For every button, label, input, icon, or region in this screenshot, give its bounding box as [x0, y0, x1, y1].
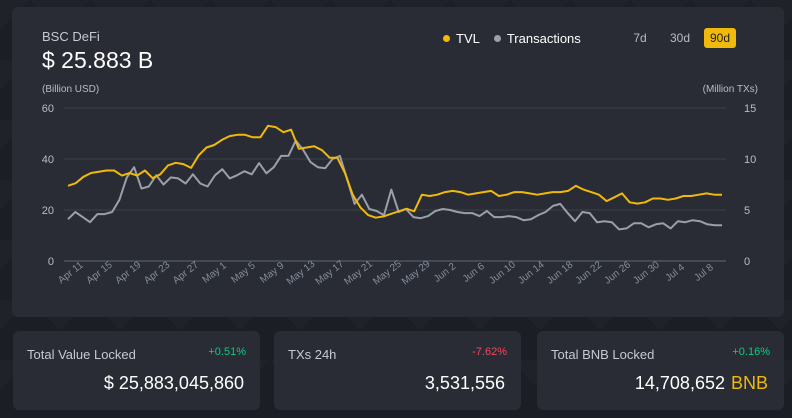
- stat-value-tvl-number: $ 25,883,045,860: [103, 373, 244, 393]
- stat-label-bnb: Total BNB Locked: [551, 347, 655, 362]
- stat-card-tvl: Total Value Locked +0.51% $ 25,883,045,8…: [13, 331, 260, 410]
- tvl-series-line: [67, 124, 722, 219]
- x-tick-label: May 13: [285, 258, 318, 287]
- x-tick-label: Jul 4: [664, 262, 688, 284]
- y-right-tick-label: 15: [744, 103, 756, 115]
- range-7d-button[interactable]: 7d: [633, 31, 647, 45]
- right-axis-unit: (Million TXs): [702, 84, 758, 95]
- x-tick-label: Apr 27: [171, 259, 201, 286]
- tvl-dot-icon: [443, 35, 450, 42]
- x-tick-label: Apr 19: [113, 259, 143, 286]
- stat-card-txs: TXs 24h -7.62% 3,531,556: [274, 331, 521, 410]
- x-tick-label: May 21: [342, 258, 375, 287]
- x-tick-label: Jun 18: [545, 259, 576, 286]
- y-right-tick-label: 0: [744, 256, 750, 268]
- legend-label-transactions: Transactions: [506, 31, 581, 46]
- y-left-tick-label: 20: [42, 205, 54, 217]
- transactions-series-line: [67, 139, 722, 231]
- x-tick-label: May 1: [201, 260, 230, 286]
- x-tick-label: Jun 30: [631, 259, 662, 286]
- x-tick-label: Apr 11: [56, 260, 86, 287]
- x-tick-label: Jun 6: [461, 261, 487, 285]
- x-tick-label: Jun 22: [574, 259, 605, 286]
- stat-value-bnb: 14,708,652 BNB: [635, 373, 768, 394]
- y-right-tick-label: 10: [744, 154, 756, 166]
- stat-value-txs-number: 3,531,556: [424, 373, 505, 393]
- stat-card-bnb: Total BNB Locked +0.16% 14,708,652 BNB: [537, 331, 784, 410]
- x-tick-label: May 29: [400, 258, 433, 287]
- stat-value-tvl: $ 25,883,045,860: [104, 373, 244, 394]
- x-tick-label: Jun 2: [432, 261, 458, 285]
- x-tick-label: May 9: [258, 260, 287, 286]
- range-30d-button[interactable]: 30d: [670, 31, 691, 45]
- chart-legend: TVL Transactions: [443, 31, 595, 46]
- legend-label-tvl: TVL: [456, 31, 480, 46]
- x-tick-label: Jun 14: [516, 259, 547, 286]
- stat-label-tvl: Total Value Locked: [27, 347, 136, 362]
- x-tick-label: May 25: [371, 258, 404, 287]
- y-left-tick-label: 40: [42, 154, 54, 166]
- stat-value-bnb-number: 14,708,652: [634, 373, 725, 393]
- stat-value-txs: 3,531,556: [425, 373, 505, 394]
- card-subtitle: BSC DeFi: [42, 29, 100, 44]
- transactions-dot-icon: [493, 35, 501, 42]
- stat-unit-bnb: BNB: [730, 373, 768, 393]
- defi-chart-card: BSC DeFi $ 25.883 B TVL Transactions 7d …: [12, 7, 784, 317]
- range-90d-button[interactable]: 90d: [704, 28, 736, 48]
- tvl-headline: $ 25.883 B: [42, 47, 154, 73]
- x-tick-label: Apr 23: [142, 259, 172, 286]
- x-tick-label: Jun 26: [603, 259, 634, 286]
- stat-change-txs: -7.62%: [472, 346, 507, 358]
- y-left-tick-label: 0: [48, 256, 54, 268]
- stat-change-tvl: +0.51%: [208, 346, 246, 358]
- x-tick-label: Jun 10: [487, 259, 518, 286]
- x-tick-label: Jul 8: [692, 262, 716, 284]
- x-tick-label: May 17: [314, 258, 347, 287]
- legend-item-tvl: TVL: [443, 31, 480, 46]
- y-right-tick-label: 5: [744, 205, 750, 217]
- left-axis-unit: (Billion USD): [42, 84, 100, 95]
- legend-item-transactions: Transactions: [493, 31, 581, 46]
- x-tick-label: May 5: [229, 260, 258, 286]
- stat-change-bnb: +0.16%: [732, 346, 770, 358]
- y-left-tick-label: 60: [42, 103, 54, 115]
- range-selector: 7d 30d 90d: [624, 28, 736, 48]
- stat-label-txs: TXs 24h: [288, 347, 337, 362]
- x-tick-label: Apr 15: [85, 259, 115, 286]
